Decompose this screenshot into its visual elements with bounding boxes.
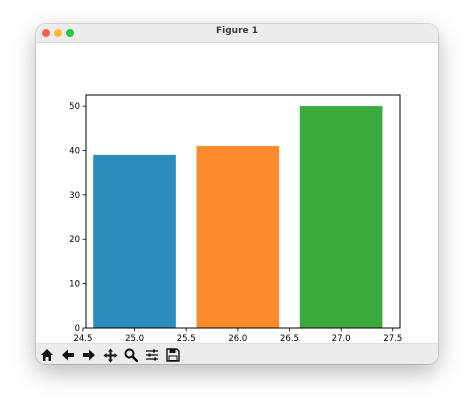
axes-frame: [85, 94, 401, 329]
pan-move-icon: [103, 348, 117, 362]
home-button[interactable]: [38, 346, 56, 364]
figure-window: Figure 1 24.5 25.0 25.5 26.0 26.5 27.0 27.5 0 1…: [36, 24, 438, 364]
pan-button[interactable]: [101, 346, 119, 364]
back-button[interactable]: [59, 346, 77, 364]
window-title: Figure 1: [215, 26, 259, 36]
navigation-toolbar: [36, 343, 438, 364]
x-tick-label: 24.5: [73, 334, 92, 343]
configure-subplots-button[interactable]: [143, 346, 161, 364]
zoom-magnifier-icon: [124, 348, 138, 362]
home-icon: [41, 349, 53, 361]
bar-2: [196, 146, 280, 328]
forward-arrow-icon: [83, 349, 95, 361]
x-tick-label: 25.0: [125, 334, 144, 343]
bar-3: [299, 106, 383, 328]
x-tick-label: 25.5: [177, 334, 196, 343]
y-tick-label: 20: [69, 235, 80, 245]
zoom-button[interactable]: [122, 346, 140, 364]
save-button[interactable]: [164, 346, 182, 364]
forward-button[interactable]: [80, 346, 98, 364]
x-tick-label: 26.0: [228, 334, 247, 343]
x-tick-label: 27.0: [332, 334, 351, 343]
y-tick-label: 0: [75, 324, 80, 334]
y-tick-label: 50: [69, 102, 80, 112]
y-tick-label: 10: [69, 280, 80, 290]
maximize-window-button[interactable]: [66, 29, 74, 37]
title-bar: Figure 1: [36, 24, 438, 43]
minimize-window-button[interactable]: [54, 29, 62, 37]
bar-1: [93, 154, 176, 328]
back-arrow-icon: [62, 349, 74, 361]
y-tick-label: 40: [69, 146, 80, 156]
close-window-button[interactable]: [42, 29, 50, 37]
configure-subplots-icon: [146, 349, 158, 361]
save-floppy-icon: [166, 348, 180, 362]
x-tick-label: 27.5: [383, 334, 402, 343]
x-tick-label: 26.5: [280, 334, 299, 343]
y-tick-label: 30: [69, 191, 80, 201]
bar-chart: 24.5 25.0 25.5 26.0 26.5 27.0 27.5 0 10 20 30 40 50: [36, 43, 438, 343]
